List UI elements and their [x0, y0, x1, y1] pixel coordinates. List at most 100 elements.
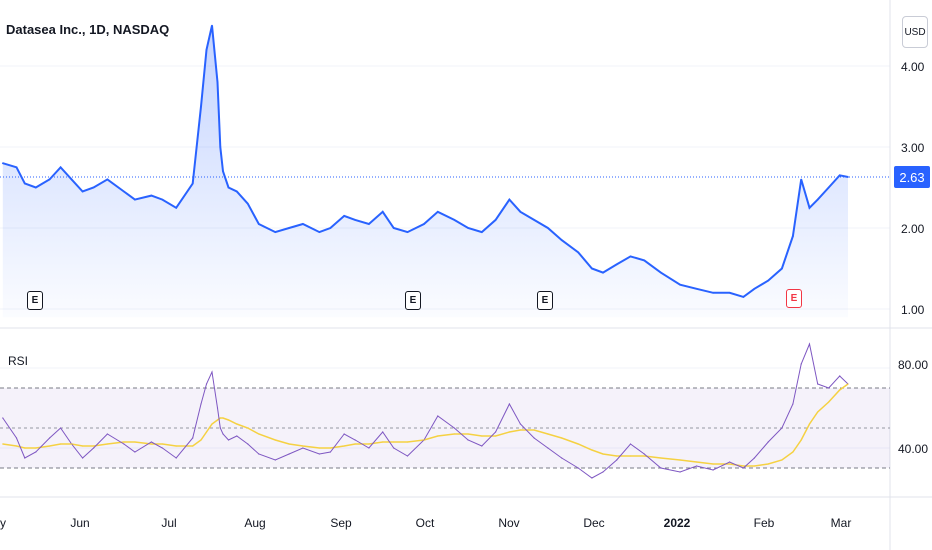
rsi-point: [817, 383, 819, 385]
rsi-point: [24, 457, 26, 459]
rsi-ma-point: [211, 423, 213, 425]
rsi-ma-point: [767, 463, 769, 465]
time-axis-label: Dec: [583, 516, 605, 530]
rsi-point: [343, 433, 345, 435]
price-point: [354, 219, 356, 221]
rsi-point: [219, 427, 221, 429]
price-point: [695, 287, 698, 290]
rsi-point: [508, 403, 510, 405]
price-point: [767, 279, 769, 282]
rsi-point: [227, 439, 230, 441]
rsi-ma-point: [200, 439, 202, 441]
rsi-point: [354, 439, 356, 441]
rsi-ma-point: [48, 445, 51, 447]
rsi-ma-point: [423, 439, 425, 441]
rsi-ma-point: [467, 433, 469, 435]
rsi-ma-point: [161, 443, 164, 445]
rsi-point: [729, 461, 731, 463]
price-point: [392, 227, 395, 229]
rsi-ma-point: [712, 463, 714, 465]
rsi-ma-point: [106, 443, 108, 445]
rsi-tick-label: 40.00: [898, 442, 929, 456]
earnings-marker[interactable]: E: [27, 291, 43, 310]
rsi-ma-point: [216, 419, 219, 421]
earnings-marker-upcoming[interactable]: E: [786, 289, 802, 308]
rsi-point: [134, 451, 136, 453]
rsi-series-line[interactable]: [2, 342, 849, 479]
rsi-ma-point: [59, 443, 62, 445]
price-point: [368, 223, 370, 225]
price-point: [494, 219, 497, 221]
price-tick-label: 2.00: [901, 222, 925, 236]
rsi-ma-points: [2, 383, 849, 467]
price-point: [274, 231, 277, 233]
rsi-ma-point: [808, 423, 811, 425]
price-point: [679, 283, 681, 286]
price-point: [106, 178, 109, 181]
rsi-point: [93, 447, 95, 449]
rsi-ma-point: [288, 443, 290, 445]
rsi-point: [437, 415, 439, 417]
price-point: [235, 190, 238, 193]
rsi-point: [453, 427, 455, 429]
rsi-point: [679, 471, 681, 473]
price-point: [216, 81, 219, 83]
rsi-ma-point: [70, 443, 73, 445]
earnings-marker[interactable]: E: [405, 291, 421, 310]
rsi-point: [753, 457, 755, 459]
rsi-ma-point: [274, 439, 276, 441]
rsi-ma-line[interactable]: [2, 383, 849, 467]
rsi-ma-point: [508, 431, 510, 433]
rsi-ma-point: [494, 435, 497, 437]
rsi-ma-point: [205, 431, 208, 433]
price-point: [59, 166, 62, 169]
price-point: [200, 105, 202, 108]
rsi-ma-point: [258, 433, 260, 435]
rsi-ma-point: [800, 439, 802, 441]
rsi-point: [216, 407, 219, 409]
earnings-marker[interactable]: E: [537, 291, 553, 310]
rsi-ma-point: [519, 429, 521, 431]
price-point: [519, 211, 522, 213]
rsi-point: [368, 447, 370, 449]
price-point: [467, 227, 469, 229]
rsi-ma-point: [150, 443, 153, 445]
rsi-ma-point: [577, 443, 579, 445]
rsi-ma-point: [2, 443, 4, 445]
currency-button[interactable]: USD: [902, 16, 928, 48]
rsi-ma-point: [533, 429, 535, 431]
rsi-point: [629, 443, 632, 445]
price-point: [23, 182, 26, 185]
rsi-point: [393, 447, 395, 449]
price-point: [808, 206, 811, 209]
time-axis-label: Feb: [753, 516, 775, 530]
price-series-line[interactable]: [2, 25, 849, 299]
rsi-point: [533, 437, 535, 439]
rsi-ma-point: [123, 441, 125, 443]
rsi-ma-point: [660, 457, 662, 459]
rsi-point: [274, 459, 276, 461]
time-axis-label: Mar: [830, 516, 852, 530]
rsi-point: [828, 387, 830, 389]
rsi-ma-point: [695, 461, 698, 463]
price-point: [643, 259, 646, 262]
rsi-point: [205, 383, 208, 385]
price-point: [70, 178, 73, 181]
price-point: [629, 255, 632, 258]
rsi-ma-point: [781, 459, 783, 461]
rsi-point: [222, 433, 224, 435]
price-point: [381, 211, 384, 213]
rsi-ma-point: [547, 433, 549, 435]
price-points: [1, 24, 849, 298]
price-point: [753, 287, 756, 290]
price-point: [123, 190, 125, 193]
rsi-point: [15, 437, 18, 439]
rsi-ma-point: [192, 445, 194, 447]
rsi-point: [742, 467, 744, 469]
rsi-ma-point: [437, 435, 439, 437]
rsi-point: [247, 443, 249, 445]
price-point: [219, 146, 222, 148]
time-axis-label: Oct: [415, 516, 435, 530]
price-point: [258, 223, 260, 225]
